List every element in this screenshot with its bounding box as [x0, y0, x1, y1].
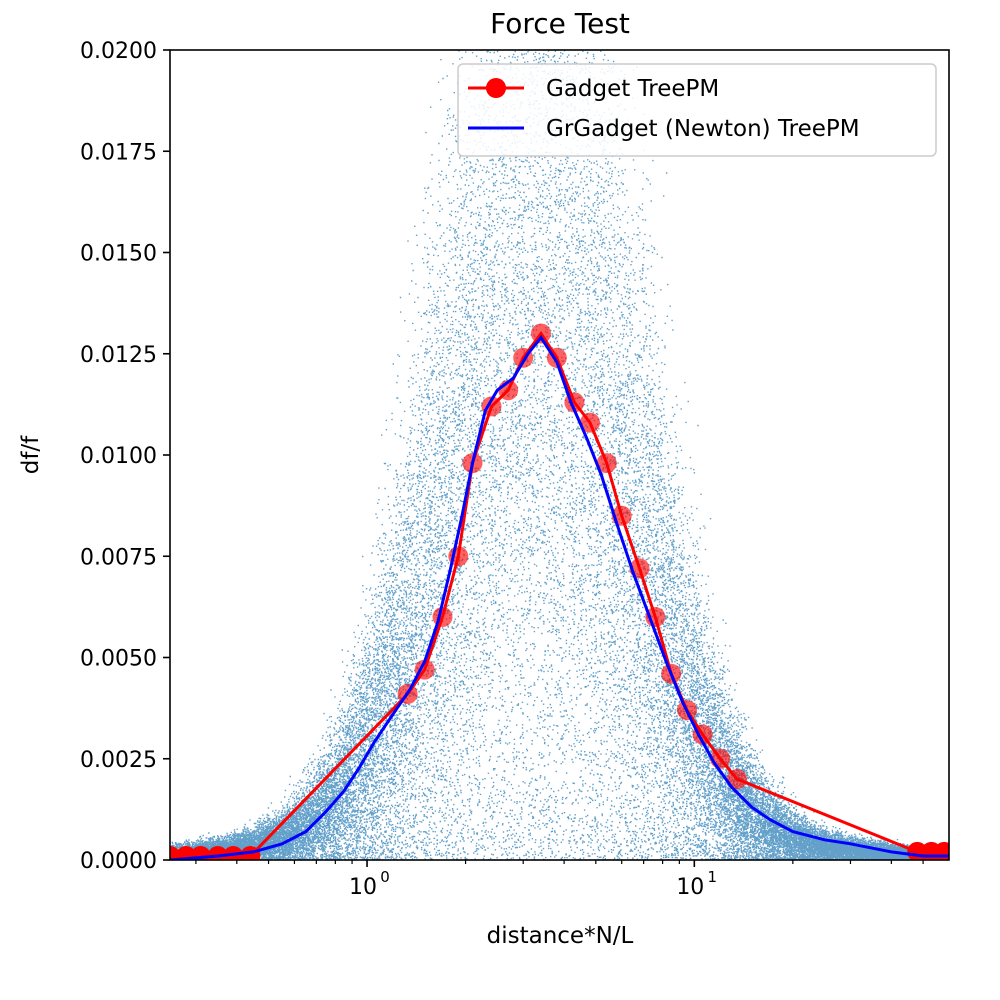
x-tick-label-1: 10 [676, 875, 704, 900]
y-tick-label-2: 0.0050 [80, 647, 157, 672]
gadget-marker-26 [727, 769, 747, 789]
chart-title: Force Test [490, 7, 630, 40]
y-tick-label-7: 0.0175 [80, 140, 157, 165]
y-tick-label-0: 0.0000 [80, 849, 157, 874]
y-tick-label-4: 0.0100 [80, 444, 157, 469]
x-tick-exponent-0: 0 [380, 868, 390, 886]
gadget-marker-7 [414, 659, 435, 680]
y-tick-label-1: 0.0025 [80, 748, 157, 773]
y-tick-label-3: 0.0075 [80, 545, 157, 570]
legend-label-grgadget: GrGadget (Newton) TreePM [546, 116, 860, 142]
gadget-marker-14 [531, 323, 551, 344]
y-tick-label-6: 0.0150 [80, 242, 157, 267]
series-line-grgadget-newton-treepm [170, 334, 949, 860]
y-axis-label: df/f [18, 435, 44, 474]
legend-label-gadget: Gadget TreePM [546, 76, 719, 102]
x-tick-label-0: 10 [349, 875, 377, 900]
y-tick-label-5: 0.0125 [80, 343, 157, 368]
legend: Gadget TreePM GrGadget (Newton) TreePM [457, 63, 937, 157]
legend-swatch-gadget-marker [486, 78, 506, 98]
y-tick-label-8: 0.0200 [80, 39, 157, 64]
gadget-marker-17 [580, 412, 600, 433]
x-tick-exponent-1: 1 [708, 868, 718, 886]
gadget-marker-8 [432, 607, 453, 627]
axis-ticks: 0.0000 0.0025 0.0050 0.0075 0.0100 0.0125 0.01… [80, 39, 924, 900]
series-lines [170, 323, 949, 860]
gadget-marker-18 [596, 453, 617, 474]
legend-box [457, 63, 937, 157]
x-axis-label: distance*N/L [487, 923, 634, 949]
